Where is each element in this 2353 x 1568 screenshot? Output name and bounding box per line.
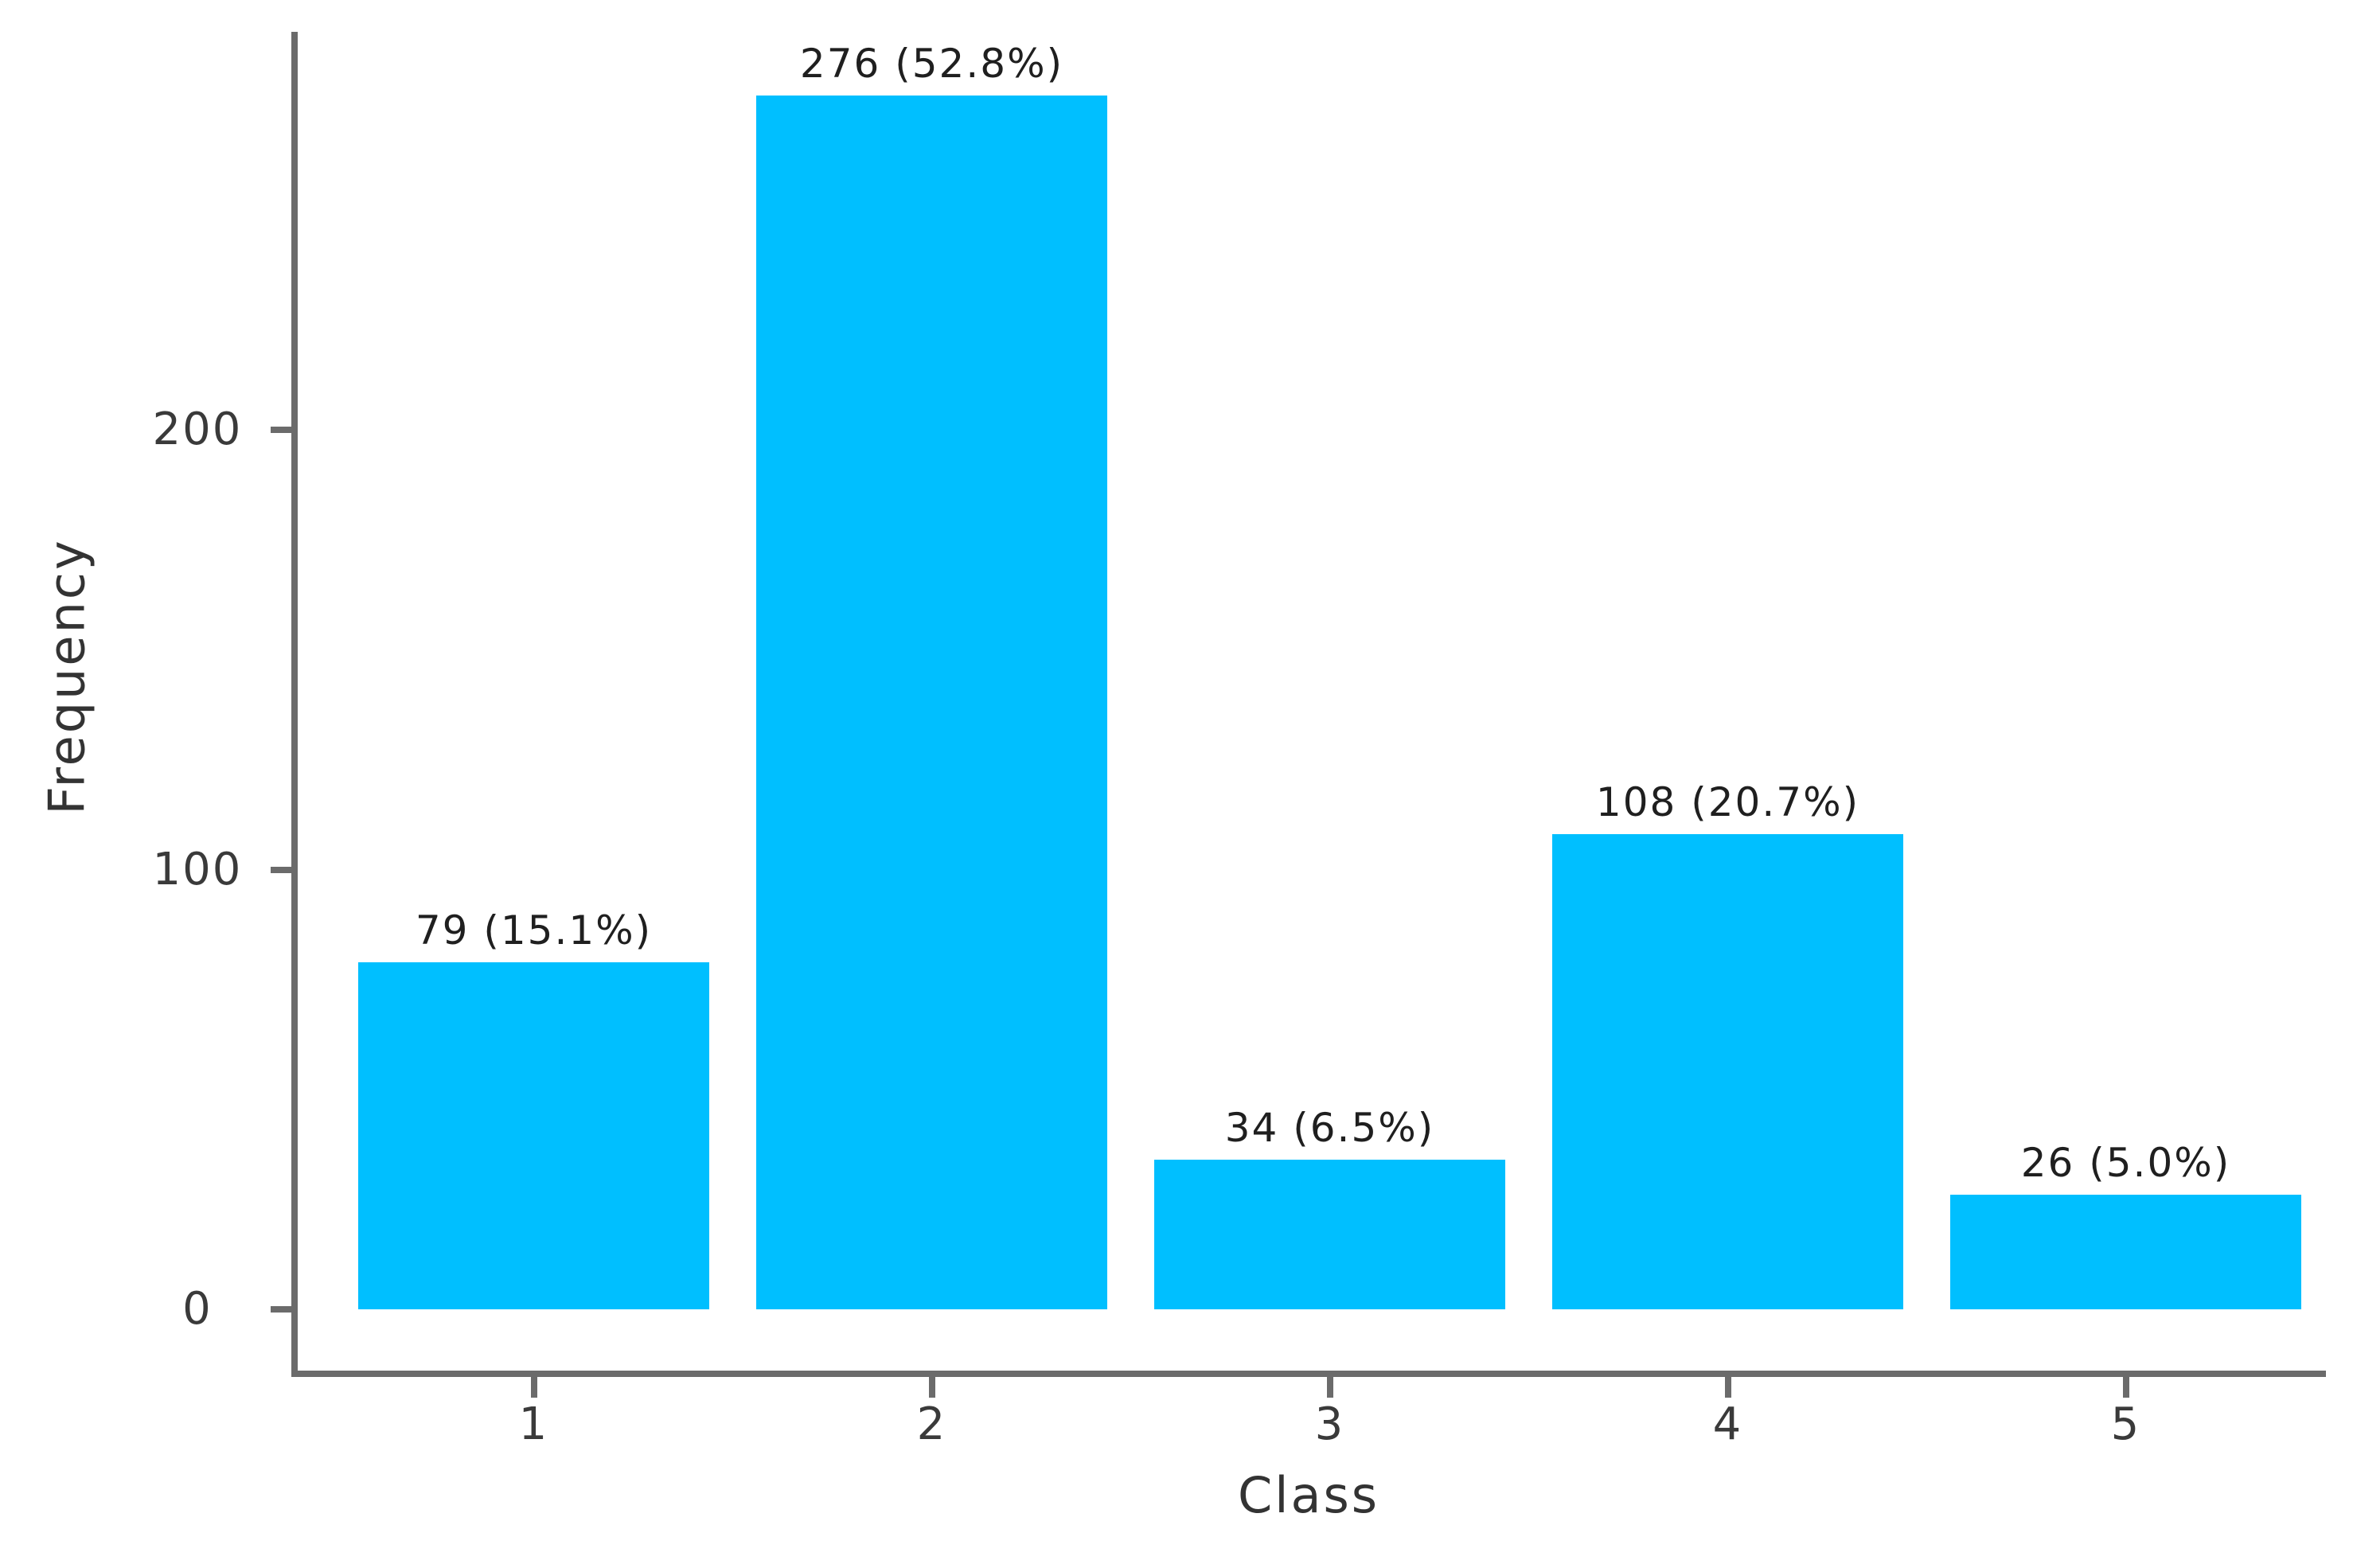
bar-value-label: 26 (5.0%): [2020, 1140, 2231, 1187]
x-tick-label: 5: [2110, 1398, 2141, 1450]
y-axis-line: [291, 32, 298, 1377]
x-axis-line: [291, 1371, 2326, 1377]
x-tick-label: 1: [518, 1398, 549, 1450]
x-tick: [1724, 1377, 1731, 1398]
y-tick: [271, 1306, 291, 1313]
y-tick-label: 0: [182, 1283, 213, 1335]
y-axis-title: Frequency: [37, 538, 96, 815]
x-axis-title: Class: [1237, 1466, 1380, 1524]
x-tick-label: 4: [1712, 1398, 1743, 1450]
bar: [358, 961, 709, 1309]
x-tick-label: 3: [1314, 1398, 1345, 1450]
bar-value-label: 276 (52.8%): [799, 41, 1064, 88]
x-tick: [530, 1377, 537, 1398]
bar-value-label: 108 (20.7%): [1595, 779, 1860, 826]
y-tick: [271, 866, 291, 873]
y-tick-label: 200: [152, 404, 243, 455]
bar: [756, 96, 1107, 1309]
bar: [1552, 834, 1903, 1309]
x-tick: [2122, 1377, 2129, 1398]
bar: [1154, 1160, 1505, 1309]
bar-value-label: 34 (6.5%): [1224, 1105, 1435, 1152]
bar-value-label: 79 (15.1%): [415, 907, 653, 954]
y-tick-label: 100: [152, 843, 243, 895]
x-tick: [1326, 1377, 1333, 1398]
bar: [1950, 1195, 2301, 1309]
x-tick-label: 2: [916, 1398, 947, 1450]
x-tick: [928, 1377, 935, 1398]
y-tick: [271, 427, 291, 433]
